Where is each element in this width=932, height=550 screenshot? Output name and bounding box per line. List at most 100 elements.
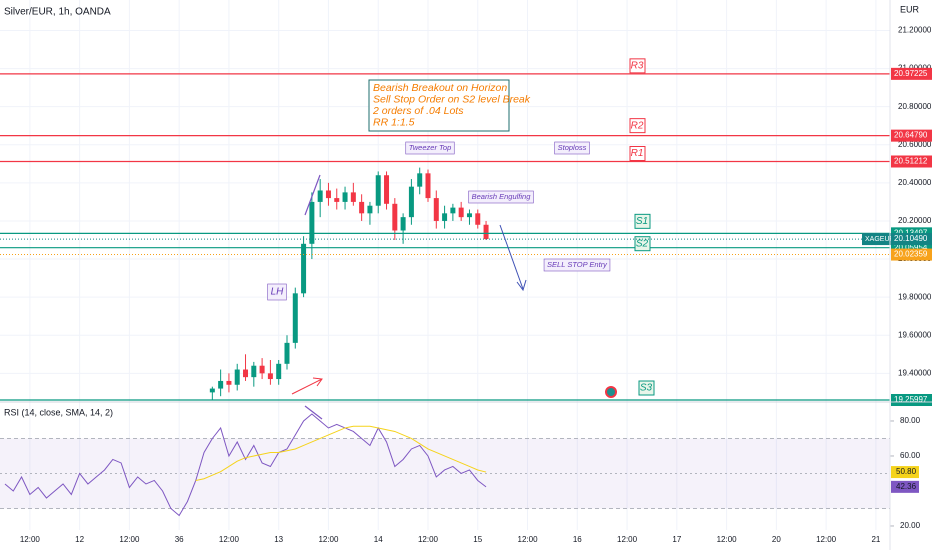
candle-body xyxy=(417,173,423,187)
x-tick-label: 12:00 xyxy=(219,535,240,544)
annotation: LH xyxy=(271,287,285,298)
plot: 12:00 12 12:00 36 12:00 13 12:00 14 12:00 15 12:00… xyxy=(0,26,932,544)
x-tick-label: 20 xyxy=(772,535,781,544)
level-name: S2 xyxy=(636,238,649,249)
level-name-box xyxy=(638,380,655,396)
arrow-head xyxy=(516,279,527,292)
candle-body xyxy=(384,175,390,204)
annotation: Bearish Engulfing xyxy=(472,192,532,201)
x-tick-label: 12:00 xyxy=(816,535,837,544)
rsi-line xyxy=(195,425,487,481)
candle-body xyxy=(309,201,315,244)
annotation-box xyxy=(267,283,287,301)
level-name: S1 xyxy=(636,216,648,227)
indicator-title: RSI (14, close, SMA, 14, 2) xyxy=(4,407,113,417)
arrow-drawing xyxy=(499,224,524,290)
axis-label: EUR xyxy=(900,4,920,14)
candle-body xyxy=(259,365,265,374)
candle-body xyxy=(251,365,257,378)
note-line: 2 orders of .04 Lots xyxy=(372,105,464,117)
candle-body xyxy=(442,213,448,221)
annotation: SELL STOP Entry xyxy=(547,260,608,269)
x-tick-label: 36 xyxy=(175,535,184,544)
x-tick-label: 13 xyxy=(274,535,283,544)
last-value-tag xyxy=(891,466,919,479)
candle-body xyxy=(284,342,290,364)
x-tick-label: 21 xyxy=(871,535,880,544)
x-tick-label: 15 xyxy=(473,535,482,544)
candle-body xyxy=(234,369,240,385)
level-name-box xyxy=(634,213,651,229)
level-value-tag xyxy=(891,129,932,142)
x-tick-label: 16 xyxy=(573,535,582,544)
arrow-drawing xyxy=(291,378,323,395)
x-tick-label: 14 xyxy=(374,535,383,544)
arrow-head xyxy=(312,377,323,387)
x-tick-label: 12:00 xyxy=(518,535,539,544)
level-value-tag xyxy=(891,394,932,407)
level-name-box xyxy=(629,146,646,162)
candle-body xyxy=(334,198,340,202)
level-value-label: 20.05954 xyxy=(894,243,928,252)
candle-body xyxy=(425,173,431,199)
rsi-line xyxy=(4,413,487,517)
x-tick-label: 12:00 xyxy=(318,535,339,544)
level-name: R2 xyxy=(631,120,644,131)
note-line: Sell Stop Order on S2 level Break xyxy=(373,93,531,105)
y-tick-label: 20.20000 xyxy=(898,216,932,225)
symbol-label: XAGEUR xyxy=(865,236,895,243)
candle-body xyxy=(218,380,224,389)
level-name-box xyxy=(629,58,646,74)
trend-drawing xyxy=(304,405,323,420)
last-price-tag xyxy=(891,233,932,246)
chart-title: Silver/EUR, 1h, OANDA xyxy=(4,7,111,18)
candle-body xyxy=(400,217,406,231)
annotation-box xyxy=(468,190,534,204)
y-tick-label: 19.60000 xyxy=(898,330,932,339)
level-name: R3 xyxy=(631,60,644,71)
level-value-label: 20.97225 xyxy=(894,69,928,78)
annotation-box xyxy=(543,258,611,272)
candle-body xyxy=(433,198,439,221)
candle-body xyxy=(267,373,273,380)
candle-body xyxy=(342,192,348,202)
x-tick-label: 17 xyxy=(672,535,681,544)
y-tick-label: 20.60000 xyxy=(898,140,932,149)
note-line: Bearish Breakout on Horizon xyxy=(373,82,507,94)
y-tick-label: 60.00 xyxy=(900,451,921,460)
last-value-tag xyxy=(891,480,919,493)
y-tick-label: 21.20000 xyxy=(898,26,932,35)
level-value-label: 20.13497 xyxy=(894,228,928,237)
entry-label: 20.02359 xyxy=(894,250,928,259)
level-value-label: 19.25997 xyxy=(894,395,928,404)
candle-body xyxy=(408,186,414,218)
candle-body xyxy=(483,224,489,240)
candle-body xyxy=(350,192,356,202)
level-value-label: 20.51212 xyxy=(894,157,928,166)
last-price-label: 20.10490 xyxy=(894,234,928,243)
x-tick-label: 12:00 xyxy=(119,535,140,544)
candle-body xyxy=(450,207,456,214)
x-tick-label: 12:00 xyxy=(418,535,439,544)
level-name: S3 xyxy=(640,383,653,394)
level-name: R1 xyxy=(631,148,644,159)
x-tick-label: 12 xyxy=(75,535,84,544)
x-tick-label: 12:00 xyxy=(717,535,738,544)
x-tick-label: 12:00 xyxy=(617,535,638,544)
annotation-box xyxy=(554,141,590,155)
y-tick-label: 19.40000 xyxy=(898,368,932,377)
note-box xyxy=(368,79,510,132)
candle-body xyxy=(276,363,282,380)
y-tick-label: 20.00 xyxy=(900,521,921,530)
last-value-label: 42.36 xyxy=(896,482,917,491)
level-value-tag xyxy=(891,67,932,80)
candle-body xyxy=(392,203,398,231)
note-line: RR 1:1.5 xyxy=(373,116,415,128)
y-tick-label: 20.40000 xyxy=(898,178,932,187)
event-marker[interactable] xyxy=(605,386,617,398)
candle-body xyxy=(475,213,481,225)
candle-body xyxy=(325,190,331,199)
level-name-box xyxy=(634,236,651,252)
y-tick-label: 19.80000 xyxy=(898,292,932,301)
